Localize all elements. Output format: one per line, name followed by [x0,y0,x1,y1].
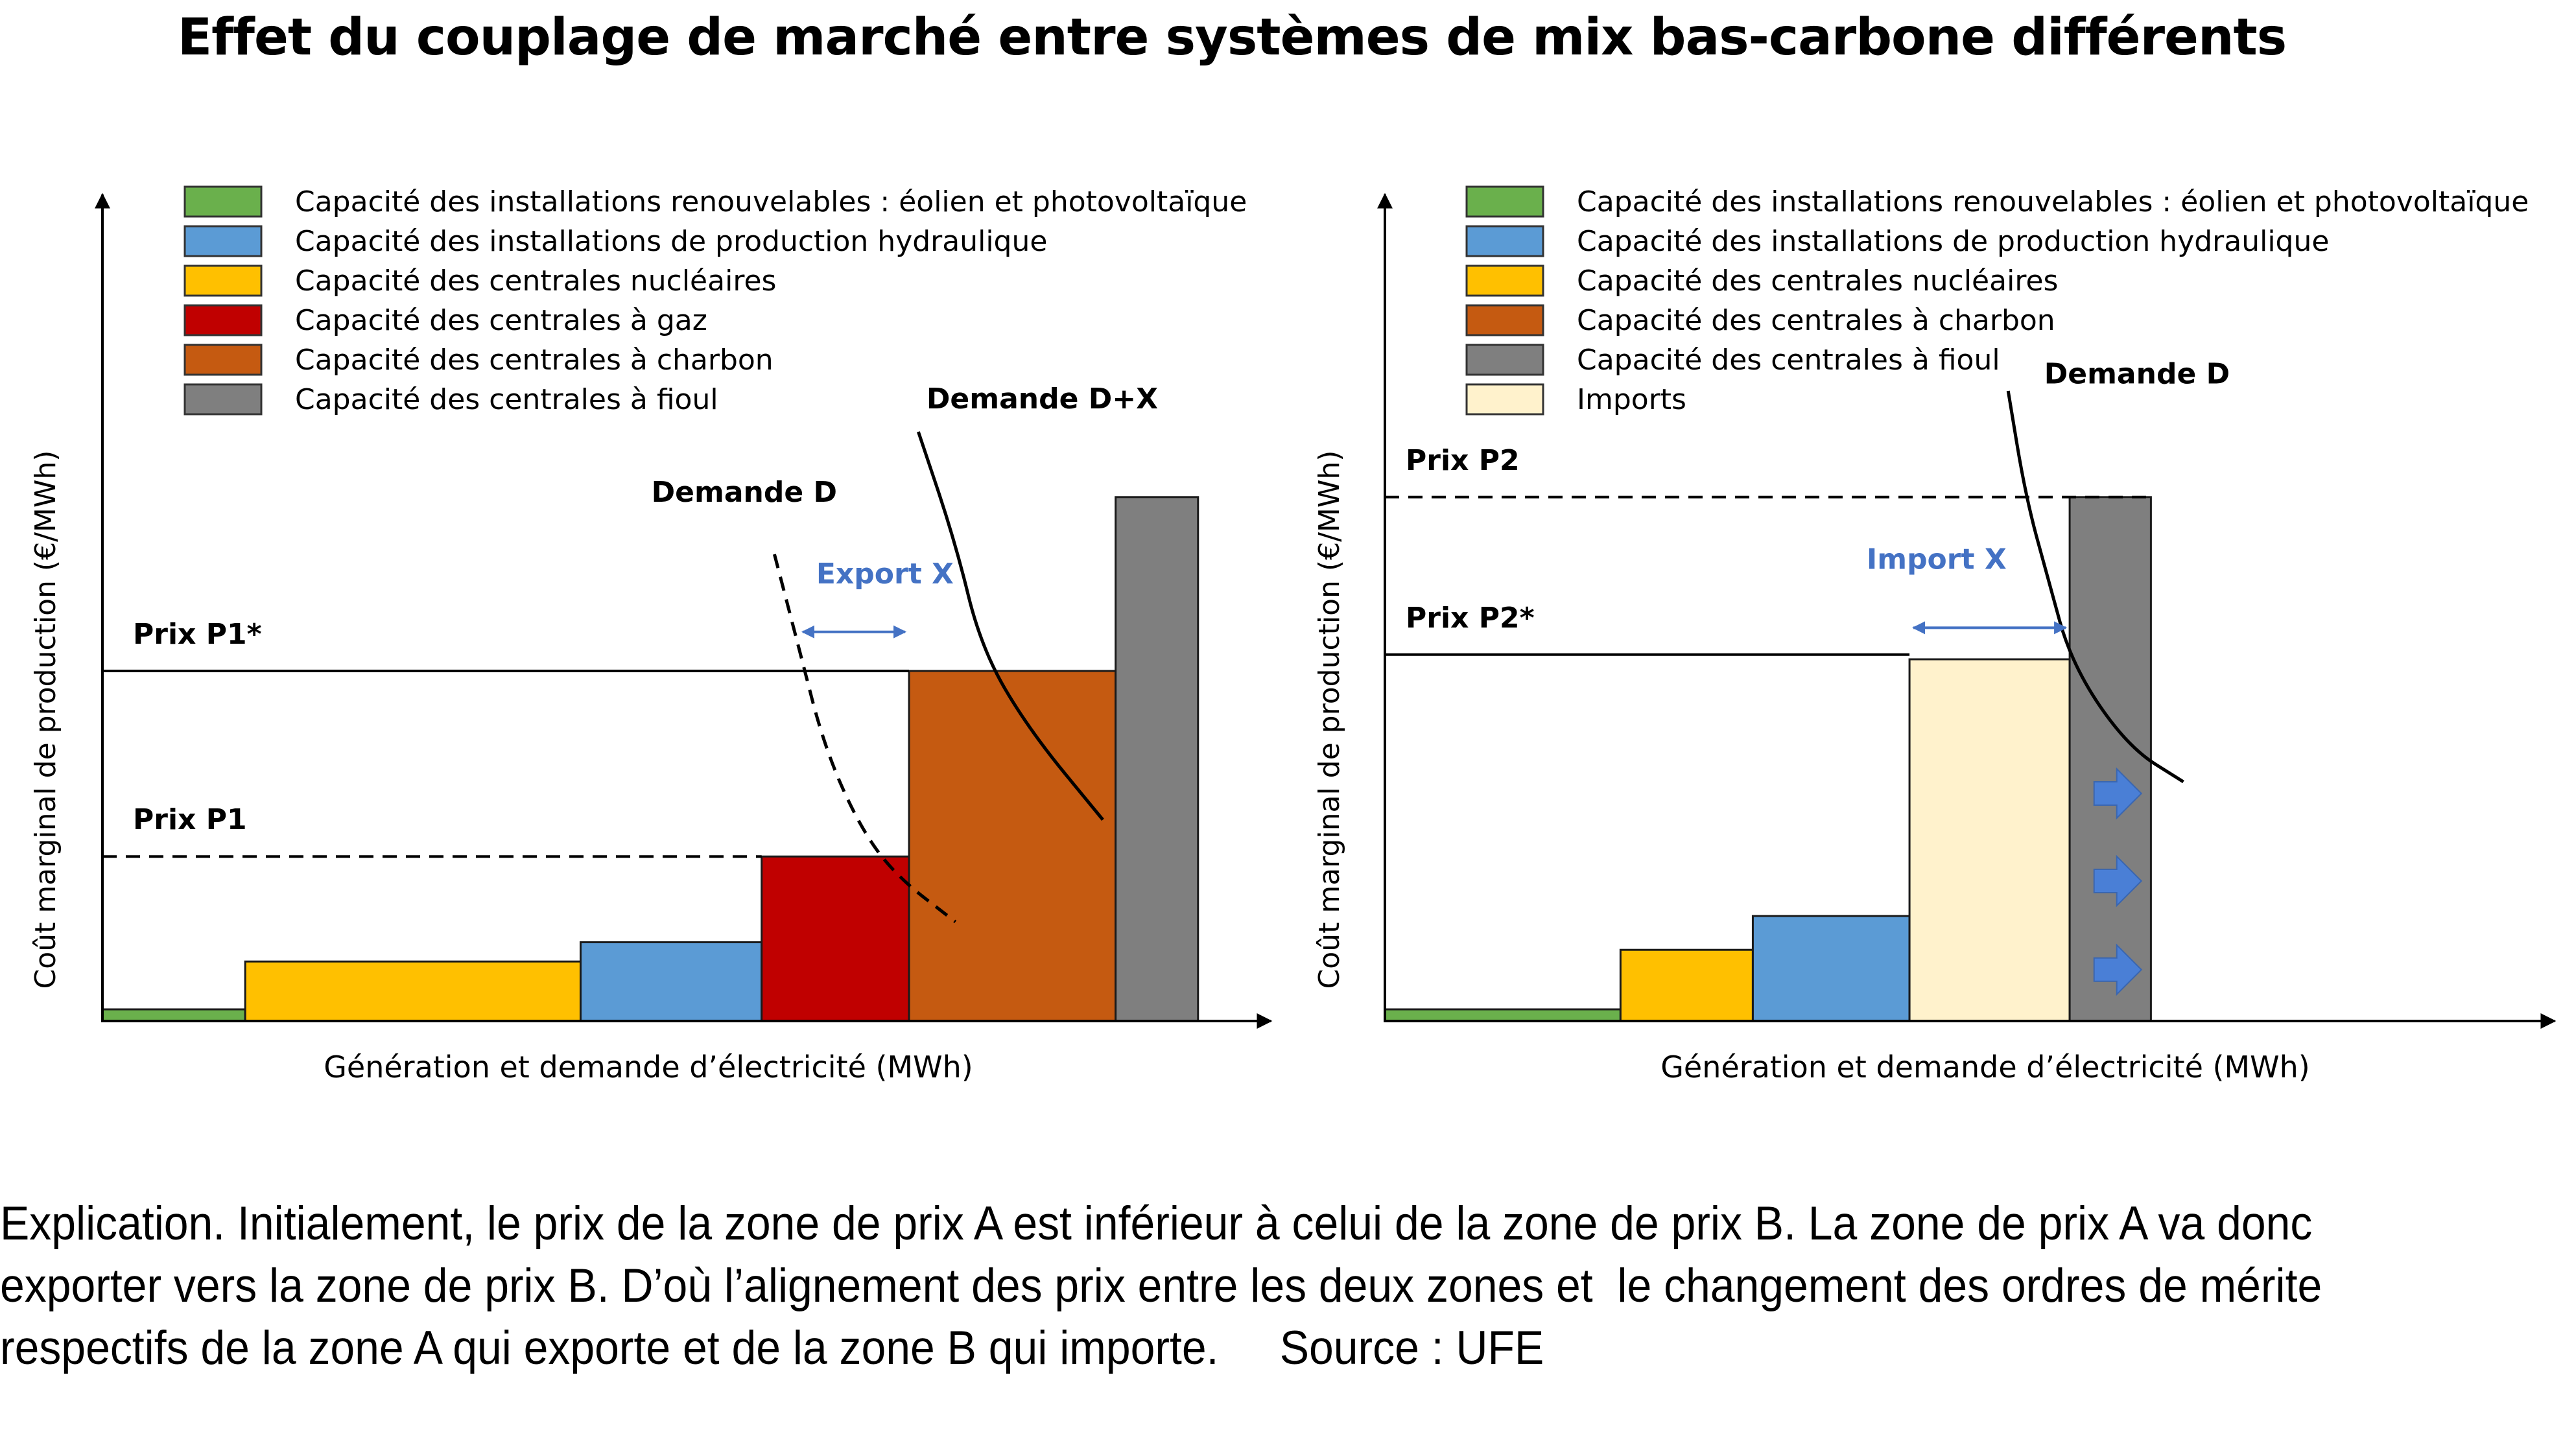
explanation-line-3: respectifs de la zone A qui exporte et d… [0,1322,1544,1374]
bar [908,670,1117,1022]
import-arrow-icon [2093,854,2143,908]
legend-label: Capacité des centrales nucléaires [1577,264,2058,298]
bar [101,1008,246,1022]
bar [244,960,582,1022]
bar [1619,948,1754,1022]
y-axis-label: Coût marginal de production (€/MWh) [29,451,62,989]
annotation-label: Demande D [652,476,837,509]
price-label: Prix P1* [133,618,262,651]
explanation-text: Explication. Initialement, le prix de la… [0,1193,2352,1380]
legend-label: Capacité des installations de production… [1577,225,2329,258]
chart-panel-1: Génération et demande d’électricité (MWh… [29,185,1273,1085]
annotation-label: Demande D+X [927,382,1158,416]
annotation-label: Demande D [2044,357,2230,390]
annotation-label: Export X [816,558,954,591]
bar [2068,496,2152,1022]
legend-label: Capacité des installations de production… [295,225,1047,258]
legend-label: Capacité des centrales à gaz [295,304,707,337]
legend-swatch [183,225,263,257]
legend-swatch [1465,383,1544,416]
legend-label: Capacité des centrales à fioul [295,383,718,416]
bar [1908,658,2071,1022]
legend-swatch [183,264,263,297]
y-axis-label: Coût marginal de production (€/MWh) [1313,451,1346,989]
legend-swatch [1465,304,1544,336]
legend-swatch [183,344,263,376]
legend-swatch [183,383,263,416]
legend-swatch [183,304,263,336]
bar [1115,496,1199,1022]
merit-order-figure: Génération et demande d’électricité (MWh… [29,185,2557,1085]
legend-swatch [1465,185,1544,218]
legend-label: Capacité des installations renouvelables… [295,185,1247,218]
import-arrow-icon [2093,767,2143,820]
legend-label: Capacité des centrales à fioul [1577,344,2000,377]
demand-curve [2006,390,2184,784]
bar [1751,915,1911,1022]
price-label: Prix P2 [1406,444,1520,477]
legend-label: Capacité des installations renouvelables… [1577,185,2529,218]
x-axis-label: Génération et demande d’électricité (MWh… [324,1050,973,1085]
legend-label: Capacité des centrales à charbon [1577,304,2055,337]
demand-curve [916,431,1104,821]
legend-label: Imports [1577,383,1686,416]
explanation-line-2: exporter vers la zone de prix B. D’où l’… [0,1260,2322,1312]
bar [761,855,910,1022]
legend-swatch [183,185,263,218]
legend-label: Capacité des centrales à charbon [295,344,774,377]
price-label: Prix P2* [1406,602,1535,635]
legend-swatch [1465,225,1544,257]
demand-curve [772,554,957,923]
bar [579,941,763,1022]
chart-panel-2: Génération et demande d’électricité (MWh… [1313,185,2557,1085]
annotation-label: Import X [1867,543,2007,576]
explanation-line-1: Explication. Initialement, le prix de la… [0,1197,2313,1250]
legend-swatch [1465,264,1544,297]
bar [1384,1008,1622,1022]
import-arrow-icon [2093,943,2143,996]
legend-label: Capacité des centrales nucléaires [295,264,776,298]
x-axis-label: Génération et demande d’électricité (MWh… [1660,1050,2309,1085]
chart-title: Effet du couplage de marché entre systèm… [177,8,2287,67]
price-label: Prix P1 [133,803,247,836]
legend-swatch [1465,344,1544,376]
